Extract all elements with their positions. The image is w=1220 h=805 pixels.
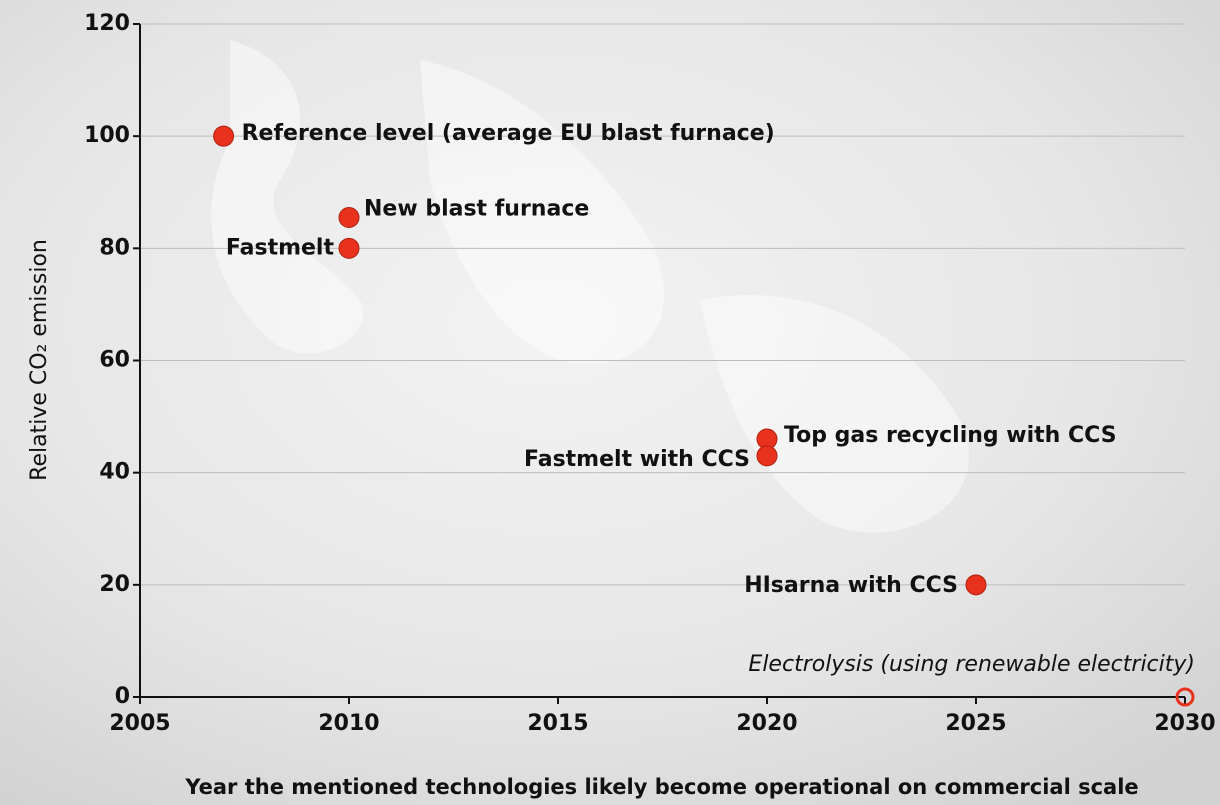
x-tick-label: 2005: [109, 711, 170, 736]
y-tick-label: 0: [115, 684, 130, 709]
y-tick-label: 120: [84, 11, 130, 36]
point-label: HIsarna with CCS: [744, 573, 958, 598]
y-tick-label: 60: [99, 348, 130, 373]
point-label: Top gas recycling with CCS: [784, 423, 1117, 448]
point: [213, 125, 235, 147]
y-tick-label: 80: [99, 235, 130, 260]
map-shape: [211, 40, 970, 533]
point: [756, 445, 778, 467]
x-tick-label: 2030: [1154, 711, 1215, 736]
y-tick-label: 20: [99, 572, 130, 597]
y-tick-label: 100: [84, 123, 130, 148]
point-label: Reference level (average EU blast furnac…: [242, 121, 775, 146]
point-label: Fastmelt with CCS: [524, 447, 750, 472]
point: [338, 206, 360, 228]
x-tick-label: 2025: [945, 711, 1006, 736]
point-label: Fastmelt: [226, 235, 335, 260]
x-tick-label: 2015: [527, 711, 588, 736]
point-label: Electrolysis (using renewable electricit…: [748, 652, 1195, 677]
point: [1175, 687, 1195, 707]
y-tick-label: 40: [99, 460, 130, 485]
point-label: New blast furnace: [364, 196, 589, 221]
y-axis-label: Relative CO₂ emission: [27, 239, 52, 481]
x-axis-label: Year the mentioned technologies likely b…: [184, 775, 1138, 799]
point: [338, 237, 360, 259]
point: [965, 574, 987, 596]
x-tick-label: 2020: [736, 711, 797, 736]
x-tick-label: 2010: [318, 711, 379, 736]
